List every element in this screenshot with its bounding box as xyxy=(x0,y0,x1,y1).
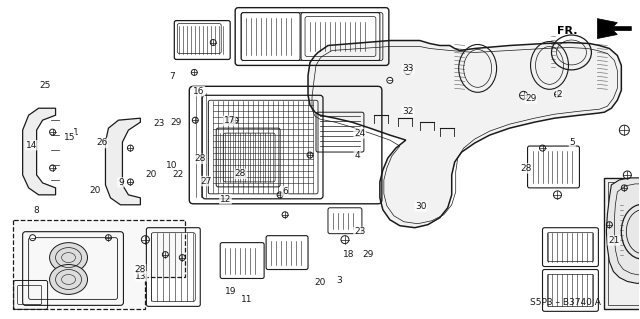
Text: 16: 16 xyxy=(193,87,204,96)
Text: 11: 11 xyxy=(241,295,252,304)
Text: 21: 21 xyxy=(608,236,620,245)
Text: 33: 33 xyxy=(403,64,414,73)
Text: 4: 4 xyxy=(354,151,360,160)
Text: 20: 20 xyxy=(314,278,326,287)
Polygon shape xyxy=(606,178,640,284)
Text: 26: 26 xyxy=(96,138,108,147)
Circle shape xyxy=(29,235,36,241)
Text: 15: 15 xyxy=(64,133,76,142)
Text: 28: 28 xyxy=(234,169,246,178)
Text: 25: 25 xyxy=(40,81,51,90)
Circle shape xyxy=(387,78,393,83)
Text: 12: 12 xyxy=(220,195,231,204)
Text: 29: 29 xyxy=(362,250,374,259)
Text: 24: 24 xyxy=(354,129,365,138)
Bar xyxy=(609,182,640,305)
Text: 28: 28 xyxy=(195,154,205,163)
Text: 29: 29 xyxy=(171,118,182,128)
Text: 29: 29 xyxy=(525,94,536,103)
Polygon shape xyxy=(308,41,621,228)
Text: 1: 1 xyxy=(73,128,79,137)
Text: 5: 5 xyxy=(570,137,575,146)
Text: 32: 32 xyxy=(403,107,414,116)
Text: 19: 19 xyxy=(225,287,236,296)
Text: 18: 18 xyxy=(343,250,355,259)
Circle shape xyxy=(404,66,412,74)
Text: 20: 20 xyxy=(145,170,156,179)
Text: 7: 7 xyxy=(169,72,175,81)
Polygon shape xyxy=(13,220,186,309)
Ellipse shape xyxy=(49,243,88,272)
Text: 22: 22 xyxy=(173,170,184,179)
Text: S5P3 – B3740 A: S5P3 – B3740 A xyxy=(529,298,600,307)
Text: 23: 23 xyxy=(154,119,164,129)
Polygon shape xyxy=(597,19,631,39)
Text: FR.: FR. xyxy=(557,26,577,35)
Text: 3: 3 xyxy=(336,276,342,285)
Polygon shape xyxy=(106,118,140,205)
Text: 14: 14 xyxy=(26,141,37,150)
Text: 30: 30 xyxy=(415,202,427,211)
Text: 13: 13 xyxy=(136,272,147,281)
Text: 9: 9 xyxy=(118,178,124,187)
Text: 23: 23 xyxy=(354,227,365,236)
Text: 28: 28 xyxy=(520,164,531,173)
Bar xyxy=(604,178,640,309)
Text: 17: 17 xyxy=(223,116,235,125)
Polygon shape xyxy=(22,108,56,195)
Text: 20: 20 xyxy=(90,186,101,195)
Ellipse shape xyxy=(49,264,88,294)
Text: 6: 6 xyxy=(282,187,288,196)
Text: 28: 28 xyxy=(134,264,145,274)
Text: 2: 2 xyxy=(557,90,563,99)
Text: 8: 8 xyxy=(33,206,38,215)
Text: 27: 27 xyxy=(200,177,212,186)
Text: 10: 10 xyxy=(166,161,177,170)
